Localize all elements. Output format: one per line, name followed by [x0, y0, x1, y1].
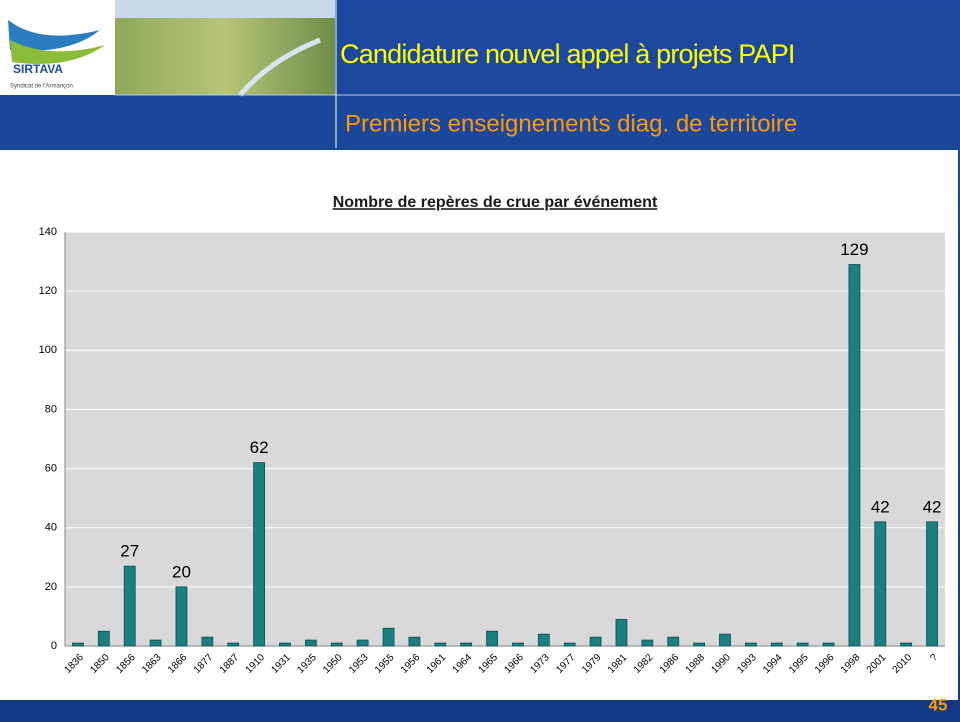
bar — [228, 643, 239, 646]
bar — [797, 643, 808, 646]
bar — [202, 637, 213, 646]
bar — [642, 640, 653, 646]
bar — [435, 643, 446, 646]
plot-area — [65, 232, 945, 646]
header-sky — [115, 0, 335, 18]
bar — [409, 637, 420, 646]
data-label: 129 — [840, 240, 868, 259]
bar — [590, 637, 601, 646]
bar — [357, 640, 368, 646]
y-tick-label: 0 — [51, 640, 57, 652]
bar — [305, 640, 316, 646]
y-tick-label: 100 — [39, 344, 57, 356]
bar — [823, 643, 834, 646]
data-label: 62 — [250, 438, 269, 457]
bar — [616, 619, 627, 646]
data-label: 42 — [871, 497, 890, 516]
bar — [72, 643, 83, 646]
bar — [176, 587, 187, 646]
bar — [694, 643, 705, 646]
bar — [720, 634, 731, 646]
bar — [461, 643, 472, 646]
chart-title: Nombre de repères de crue par événement — [333, 194, 658, 211]
bar — [564, 643, 575, 646]
bar — [875, 522, 886, 646]
slide: SIRTAVA Syndicat de l'Armançon Candidatu… — [0, 0, 960, 722]
y-tick-label: 40 — [45, 522, 57, 534]
bar — [383, 628, 394, 646]
page-number: 45 — [929, 695, 948, 714]
slide-title: Candidature nouvel appel à projets PAPI — [340, 39, 795, 69]
data-label: 20 — [172, 562, 191, 581]
data-label: 27 — [120, 542, 139, 561]
logo-caption: Syndicat de l'Armançon — [10, 84, 73, 90]
bar — [668, 637, 679, 646]
y-tick-label: 140 — [39, 226, 57, 238]
y-tick-label: 20 — [45, 581, 57, 593]
bar — [512, 643, 523, 646]
data-label: 42 — [923, 497, 942, 516]
bar — [487, 631, 498, 646]
bar — [254, 463, 265, 646]
bar — [771, 643, 782, 646]
logo-name: SIRTAVA — [13, 62, 63, 76]
bar — [538, 634, 549, 646]
bar — [280, 643, 291, 646]
y-tick-label: 60 — [45, 462, 57, 474]
y-tick-label: 80 — [45, 403, 57, 415]
bar — [98, 631, 109, 646]
bar — [331, 643, 342, 646]
bar — [124, 566, 135, 646]
bar — [849, 265, 860, 646]
bar — [745, 643, 756, 646]
bar — [901, 643, 912, 646]
slide-subtitle: Premiers enseignements diag. de territoi… — [345, 110, 797, 137]
bar — [927, 522, 938, 646]
y-tick-label: 120 — [39, 285, 57, 297]
bar — [150, 640, 161, 646]
